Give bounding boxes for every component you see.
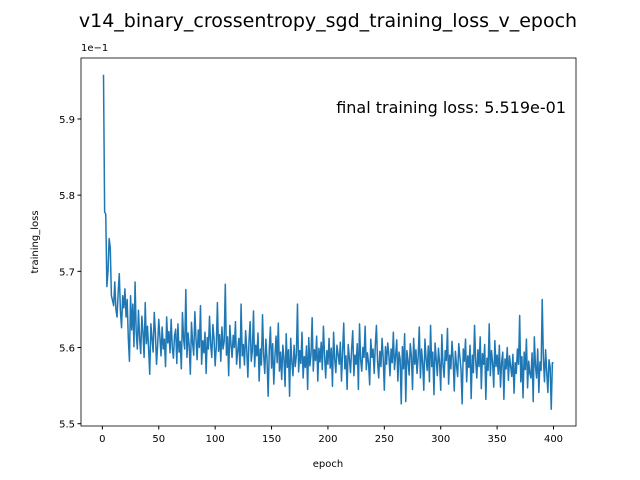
x-axis-label: epoch — [313, 459, 343, 470]
x-tick-label: 0 — [99, 434, 105, 445]
y-tick-label: 5.6 — [59, 344, 75, 355]
x-tick-label: 100 — [206, 434, 225, 445]
x-tick-label: 50 — [152, 434, 165, 445]
x-tick-label: 350 — [488, 434, 507, 445]
plot-frame — [80, 57, 577, 427]
x-tick-label: 300 — [431, 434, 450, 445]
x-tick-label: 200 — [318, 434, 337, 445]
y-tick-label: 5.5 — [59, 420, 75, 431]
line — [102, 74, 554, 410]
y-axis-label: training_loss — [30, 210, 41, 273]
x-tick-label: 150 — [262, 434, 281, 445]
x-tick-label: 400 — [544, 434, 563, 445]
chart-title: v14_binary_crossentropy_sgd_training_los… — [79, 10, 577, 32]
offset-label: 1e−1 — [81, 43, 108, 54]
y-tick-label: 5.9 — [59, 115, 75, 126]
annotation: final training loss: 5.519e-01 — [336, 98, 566, 117]
y-tick-label: 5.7 — [59, 267, 75, 278]
y-tick-label: 5.8 — [59, 191, 75, 202]
x-tick-label: 250 — [375, 434, 394, 445]
